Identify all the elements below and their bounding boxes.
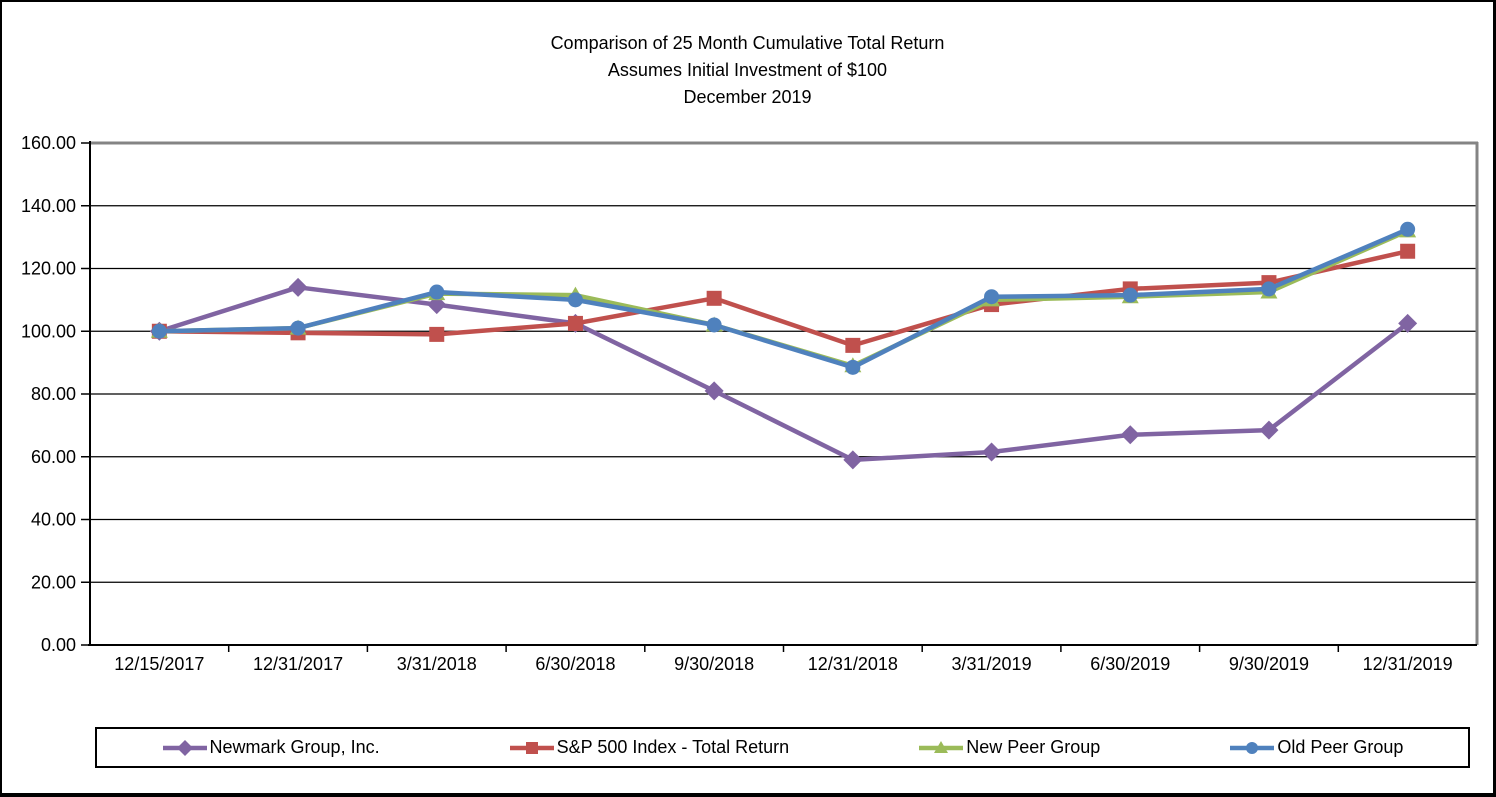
- x-axis-tick-label: 9/30/2018: [674, 654, 754, 674]
- legend-item-newmark-group-inc: Newmark Group, Inc.: [162, 737, 380, 758]
- chart-title: Comparison of 25 Month Cumulative Total …: [2, 30, 1493, 111]
- triangle-legend-marker-icon: [919, 740, 964, 753]
- circle-marker: [151, 323, 167, 339]
- x-axis-tick-label: 12/31/2017: [253, 654, 343, 674]
- circle-marker: [1261, 281, 1277, 297]
- y-axis-tick-label: 120.00: [21, 259, 76, 279]
- circle-legend-marker-icon: [1230, 741, 1275, 754]
- circle-marker: [984, 289, 1000, 305]
- series-newmark-group-inc: [149, 277, 1418, 470]
- x-axis-tick-label: 3/31/2018: [397, 654, 477, 674]
- circle-marker: [706, 317, 722, 333]
- triangle-marker: [934, 740, 949, 753]
- square-marker: [429, 326, 445, 342]
- diamond-marker: [288, 277, 308, 297]
- y-axis-tick-label: 80.00: [31, 384, 76, 404]
- y-axis-tick-label: 20.00: [31, 572, 76, 592]
- chart-title-line-3: December 2019: [683, 87, 812, 107]
- diamond-marker: [1398, 313, 1418, 333]
- square-marker: [525, 741, 538, 754]
- circle-marker: [1122, 287, 1138, 303]
- square-marker: [567, 315, 583, 331]
- chart-title-line-1: Comparison of 25 Month Cumulative Total …: [550, 33, 945, 53]
- series-s-p-500-index-total-return: [151, 243, 1416, 353]
- diamond-marker: [1120, 425, 1140, 445]
- legend-label: Old Peer Group: [1277, 737, 1404, 757]
- y-axis-tick-label: 100.00: [21, 321, 76, 341]
- legend-item-new-peer-group: New Peer Group: [918, 737, 1100, 758]
- series-old-peer-group: [151, 221, 1416, 375]
- y-axis-tick-label: 0.00: [41, 635, 76, 655]
- x-axis-tick-label: 12/31/2019: [1363, 654, 1453, 674]
- circle-marker: [1246, 741, 1259, 754]
- y-axis-tick-label: 40.00: [31, 510, 76, 530]
- x-axis-tick-label: 6/30/2018: [535, 654, 615, 674]
- diamond-marker: [176, 739, 193, 756]
- circle-marker: [429, 284, 445, 300]
- y-axis-tick-label: 140.00: [21, 196, 76, 216]
- x-axis-tick-label: 6/30/2019: [1090, 654, 1170, 674]
- diamond-marker: [704, 381, 724, 401]
- square-legend-marker-icon: [509, 741, 554, 754]
- diamond-marker: [982, 442, 1002, 462]
- diamond-legend-marker-icon: [162, 739, 207, 756]
- legend-label: New Peer Group: [966, 737, 1101, 757]
- circle-marker: [567, 292, 583, 308]
- circle-marker: [845, 359, 861, 375]
- diamond-marker: [843, 450, 863, 470]
- circle-marker: [1400, 221, 1416, 237]
- chart-legend: Newmark Group, Inc. S&P 500 Index - Total…: [95, 727, 1470, 768]
- x-axis-tick-label: 12/31/2018: [808, 654, 898, 674]
- y-axis-tick-label: 60.00: [31, 447, 76, 467]
- diamond-marker: [1259, 420, 1279, 440]
- square-marker: [845, 337, 861, 353]
- circle-marker: [290, 320, 306, 336]
- legend-label: Newmark Group, Inc.: [209, 737, 380, 757]
- legend-item-s-p-500-index-total-return: S&P 500 Index - Total Return: [509, 737, 789, 758]
- x-axis-tick-label: 3/31/2019: [952, 654, 1032, 674]
- legend-item-old-peer-group: Old Peer Group: [1229, 737, 1403, 758]
- x-axis-tick-label: 9/30/2019: [1229, 654, 1309, 674]
- x-axis-tick-label: 12/15/2017: [114, 654, 204, 674]
- series-line: [158, 285, 1410, 463]
- legend-label: S&P 500 Index - Total Return: [556, 737, 790, 757]
- chart-title-line-2: Assumes Initial Investment of $100: [607, 60, 888, 80]
- series-line: [159, 249, 1409, 348]
- y-axis-tick-label: 160.00: [21, 133, 76, 153]
- series-line: [159, 227, 1409, 370]
- square-marker: [1400, 243, 1416, 259]
- series-new-peer-group: [150, 222, 1417, 373]
- square-marker: [706, 290, 722, 306]
